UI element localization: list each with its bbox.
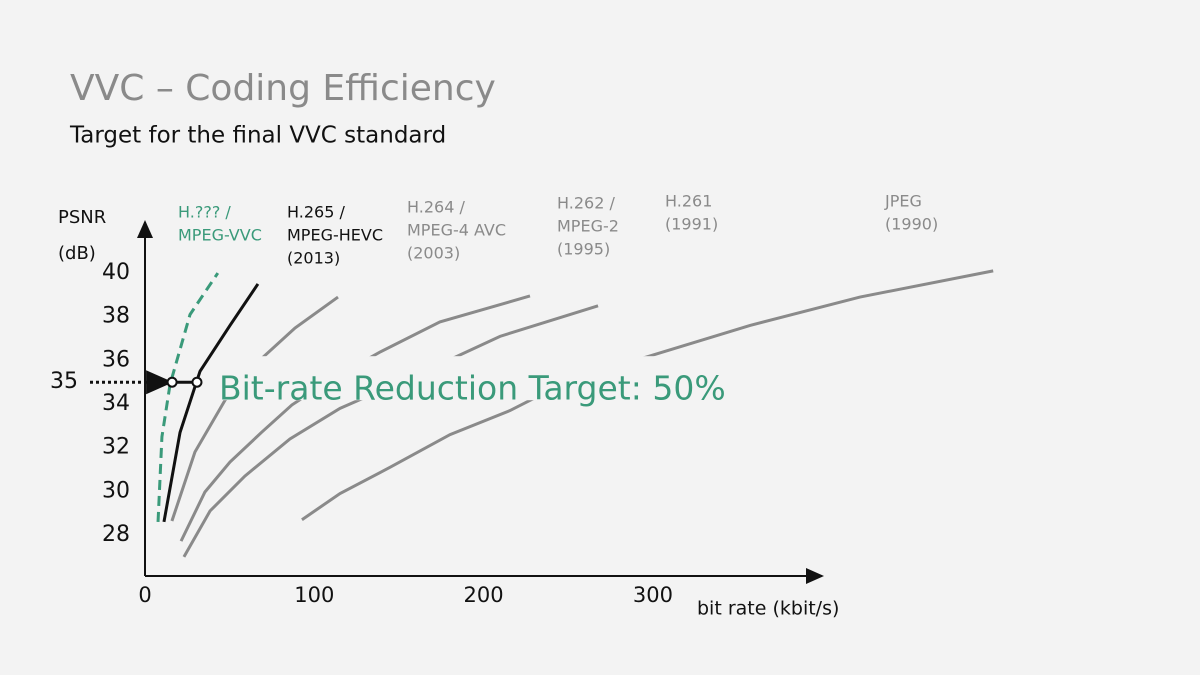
series-label: H.264 / xyxy=(407,198,465,217)
series-line xyxy=(182,304,599,558)
y-axis-label: (dB) xyxy=(58,243,96,264)
series-label: H.261 xyxy=(665,192,712,211)
target-point xyxy=(191,376,203,388)
y-tick-label: 32 xyxy=(102,435,130,460)
series-line xyxy=(162,283,260,523)
y-tick-label: 36 xyxy=(102,347,130,372)
series-label: JPEG xyxy=(884,192,922,211)
series-label: H.??? / xyxy=(178,203,231,222)
series-label: (1990) xyxy=(885,215,938,234)
series-label: H.262 / xyxy=(557,194,615,213)
series-label: MPEG-HEVC xyxy=(287,226,383,245)
y-tick-label: 34 xyxy=(102,391,130,416)
series-line xyxy=(179,294,531,542)
y-tick-label: 40 xyxy=(102,260,130,285)
y-tick-label: 38 xyxy=(102,304,130,329)
x-tick-label: 0 xyxy=(138,583,151,607)
series-label: MPEG-VVC xyxy=(178,226,262,245)
target-point xyxy=(166,376,178,388)
x-tick-label: 100 xyxy=(294,583,334,607)
series-label: (1991) xyxy=(665,215,718,234)
target-psnr-label: 35 xyxy=(50,369,78,394)
x-tick-label: 200 xyxy=(464,583,504,607)
series-line xyxy=(156,272,220,522)
annotation: Bit-rate Reduction Target: 50% xyxy=(219,369,726,408)
series-label: (2013) xyxy=(287,249,340,268)
y-axis-label: PSNR xyxy=(58,207,106,228)
title: VVC – Coding Efficiency xyxy=(70,68,496,109)
series-label: MPEG-2 xyxy=(557,217,619,236)
annotation-background xyxy=(212,356,752,401)
series-label: (2003) xyxy=(407,244,460,263)
x-tick-label: 300 xyxy=(633,583,673,607)
x-axis-label: bit rate (kbit/s) xyxy=(697,598,839,620)
subtitle: Target for the final VVC standard xyxy=(69,123,446,149)
series-label: MPEG-4 AVC xyxy=(407,221,506,240)
series-label: H.265 / xyxy=(287,203,345,222)
y-tick-label: 28 xyxy=(102,522,130,547)
series-label: (1995) xyxy=(557,240,610,259)
y-tick-label: 30 xyxy=(102,478,130,503)
series-line xyxy=(170,295,339,522)
